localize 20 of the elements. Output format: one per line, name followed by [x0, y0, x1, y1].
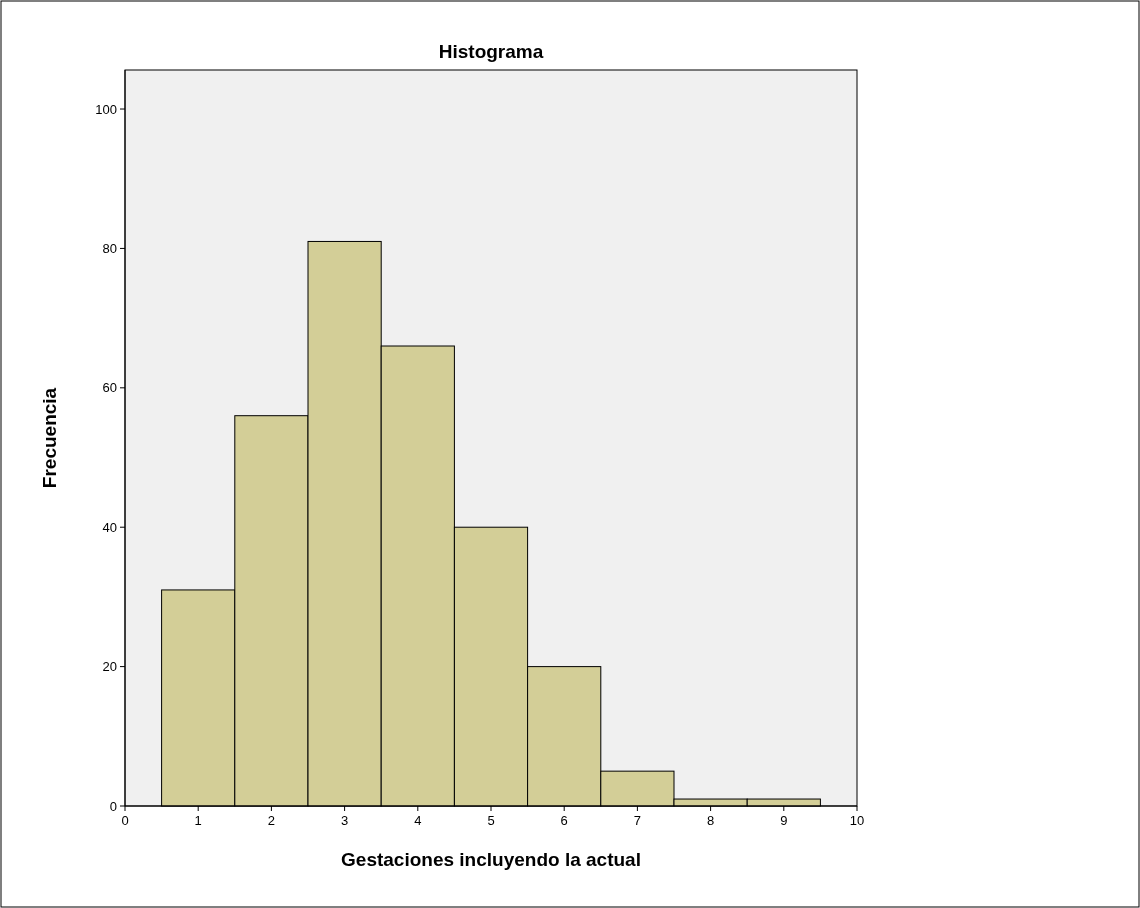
x-tick-label: 4 — [414, 813, 422, 828]
x-tick-label: 8 — [706, 813, 715, 828]
x-tick-label: 10 — [849, 813, 865, 828]
x-tick-label: 5 — [487, 813, 495, 828]
y-axis-title: Frecuencia — [39, 387, 60, 489]
x-axis-title: Gestaciones incluyendo la actual — [341, 849, 641, 870]
y-tick-label: 0 — [109, 798, 117, 814]
chart-title: Histograma — [438, 41, 544, 62]
y-tick-label: 40 — [102, 519, 117, 535]
y-tick-label: 100 — [95, 101, 117, 117]
x-tick-label: 6 — [560, 813, 568, 828]
y-tick-label: 80 — [102, 240, 117, 256]
x-tick-label: 0 — [121, 813, 129, 828]
x-tick-label: 3 — [340, 813, 349, 828]
x-tick-label: 1 — [194, 813, 202, 828]
y-tick-label: 20 — [102, 659, 117, 675]
x-tick-label: 7 — [633, 813, 642, 828]
x-tick-label: 9 — [780, 813, 788, 828]
y-tick-label: 60 — [102, 380, 117, 396]
x-tick-label: 2 — [267, 813, 276, 828]
